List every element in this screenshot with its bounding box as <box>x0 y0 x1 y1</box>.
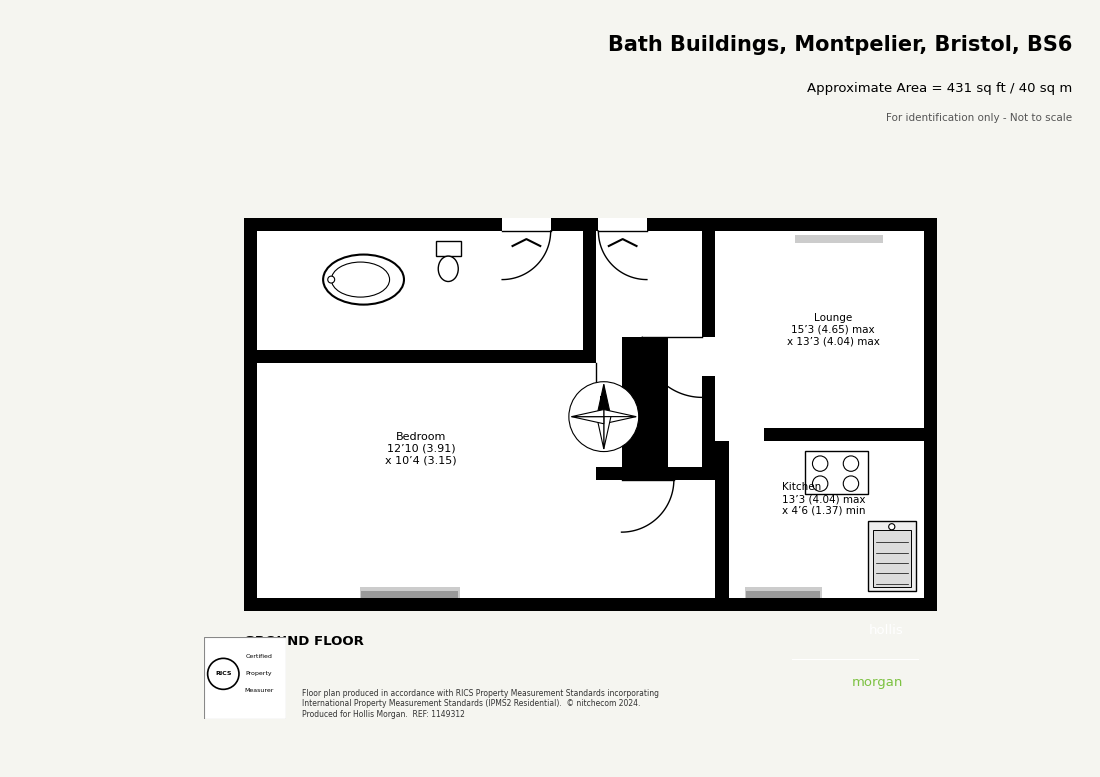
Text: Approximate Area = 431 sq ft / 40 sq m: Approximate Area = 431 sq ft / 40 sq m <box>807 82 1072 95</box>
Circle shape <box>328 276 334 283</box>
Bar <box>360 587 460 598</box>
Bar <box>621 337 668 479</box>
Bar <box>668 467 703 479</box>
Text: Kitchen
13’3 (4.04) max
x 4’6 (1.37) min: Kitchen 13’3 (4.04) max x 4’6 (1.37) min <box>782 483 866 516</box>
Bar <box>872 530 911 587</box>
Bar <box>244 218 937 611</box>
Bar <box>598 218 647 231</box>
Text: morgan: morgan <box>851 676 903 689</box>
Polygon shape <box>572 416 604 423</box>
Text: Bedroom
12’10 (3.91)
x 10’4 (3.15): Bedroom 12’10 (3.91) x 10’4 (3.15) <box>385 432 458 465</box>
Polygon shape <box>596 416 604 449</box>
Bar <box>746 591 821 598</box>
Ellipse shape <box>438 256 459 281</box>
Polygon shape <box>604 416 611 449</box>
Text: RICS: RICS <box>216 671 232 676</box>
Bar <box>703 231 715 337</box>
Bar <box>745 587 822 598</box>
Bar <box>257 350 583 363</box>
Bar <box>436 241 461 256</box>
Text: hollis: hollis <box>869 624 903 637</box>
Bar <box>244 218 937 231</box>
Text: Lounge
15’3 (4.65) max
x 13’3 (4.04) max: Lounge 15’3 (4.65) max x 13’3 (4.04) max <box>786 313 880 347</box>
Circle shape <box>844 476 859 491</box>
Circle shape <box>889 524 895 530</box>
Bar <box>795 239 883 242</box>
Polygon shape <box>604 409 636 416</box>
Text: For identification only - Not to scale: For identification only - Not to scale <box>887 113 1072 123</box>
Bar <box>715 428 764 441</box>
Text: N: N <box>600 396 608 406</box>
Polygon shape <box>604 416 636 423</box>
Text: Bath Buildings, Montpelier, Bristol, BS6: Bath Buildings, Montpelier, Bristol, BS6 <box>608 35 1072 55</box>
Text: Floor plan produced in accordance with RICS Property Measurement Standards incor: Floor plan produced in accordance with R… <box>302 689 660 719</box>
Bar <box>503 218 551 231</box>
Circle shape <box>844 456 859 472</box>
Circle shape <box>813 456 828 472</box>
Ellipse shape <box>323 255 404 305</box>
Text: Measurer: Measurer <box>244 688 274 694</box>
Text: Certified: Certified <box>245 654 272 659</box>
Bar <box>583 231 596 363</box>
Bar <box>924 218 937 611</box>
Bar <box>361 591 459 598</box>
Bar <box>703 376 715 479</box>
Ellipse shape <box>331 262 389 297</box>
Polygon shape <box>604 385 611 416</box>
Bar <box>715 428 924 441</box>
Polygon shape <box>596 385 604 416</box>
Polygon shape <box>572 409 604 416</box>
Bar <box>795 231 883 242</box>
Bar <box>805 451 868 493</box>
Bar <box>244 218 257 611</box>
Bar <box>795 235 883 239</box>
Circle shape <box>569 382 639 451</box>
Bar <box>868 521 915 591</box>
Text: GROUND FLOOR: GROUND FLOOR <box>244 636 364 648</box>
Circle shape <box>813 476 828 491</box>
Bar <box>244 598 937 611</box>
Bar <box>715 441 728 598</box>
Text: Property: Property <box>245 671 272 676</box>
Bar <box>596 467 622 479</box>
